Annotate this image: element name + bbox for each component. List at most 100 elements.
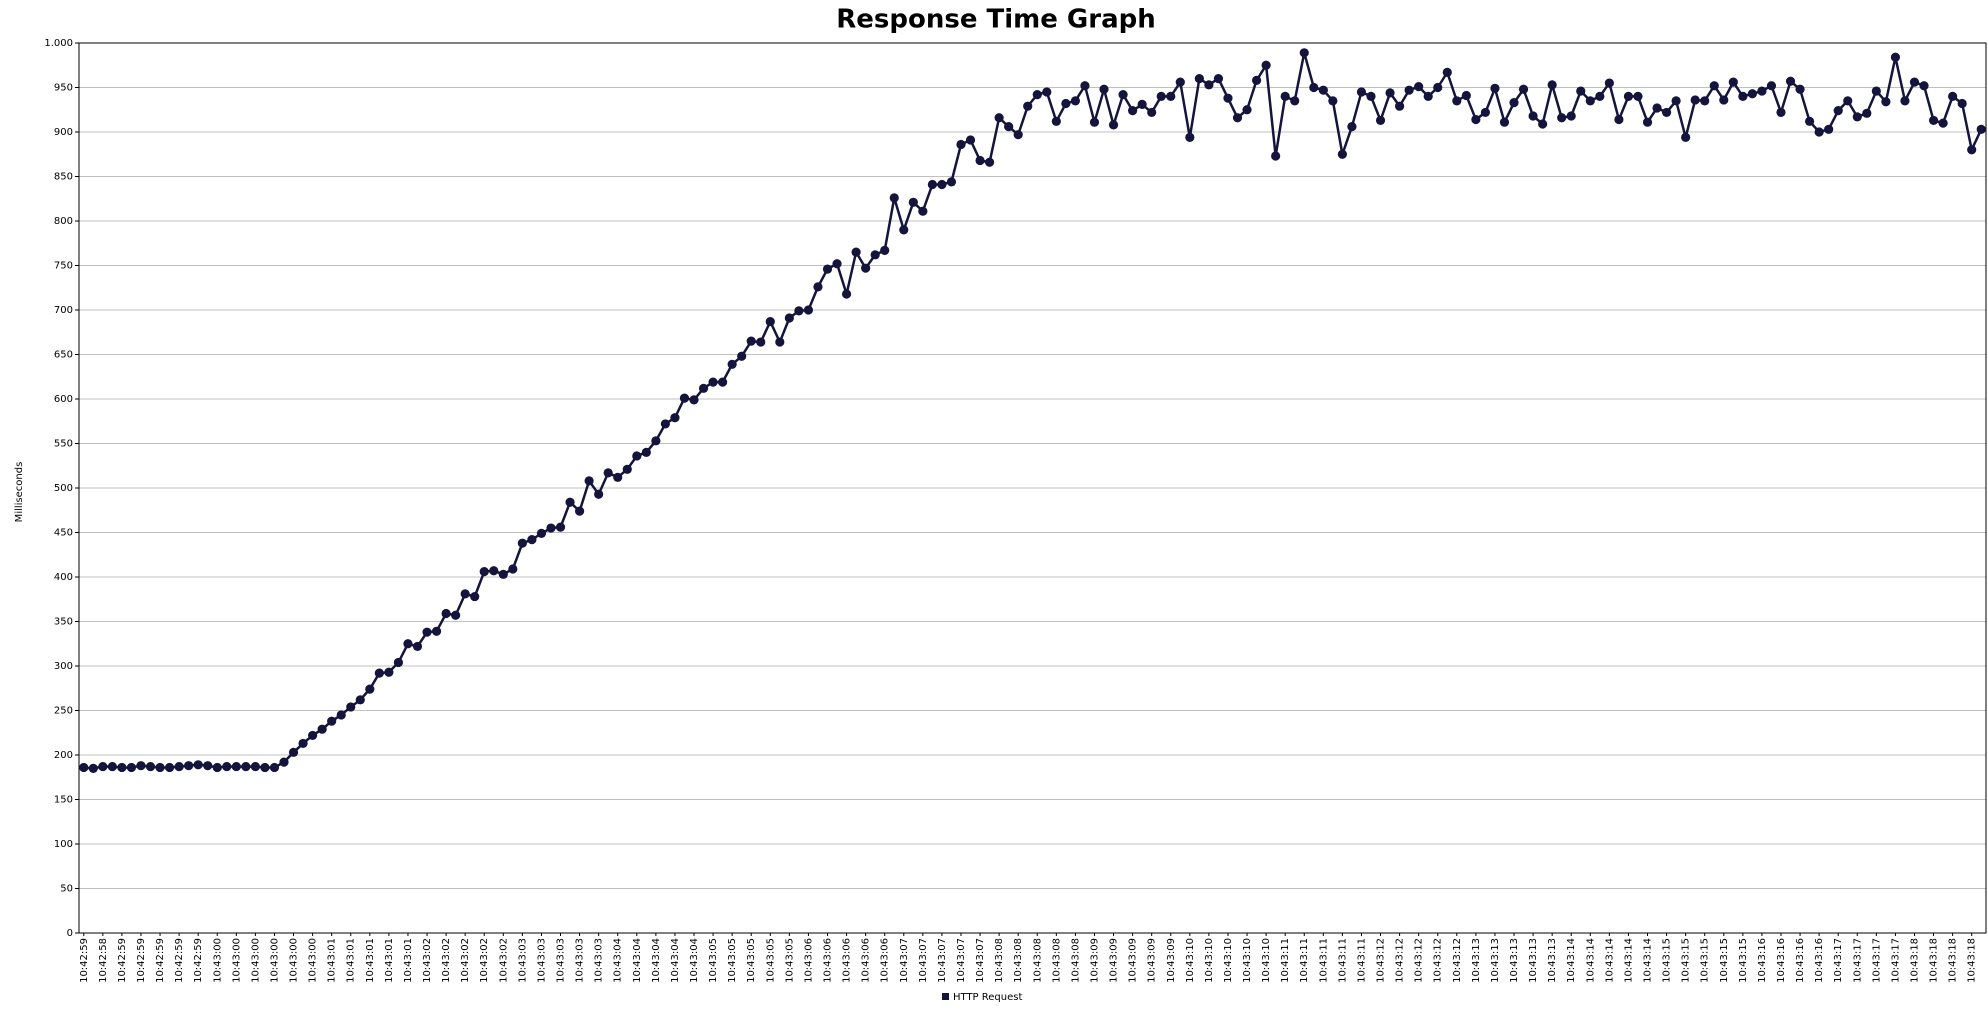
data-point xyxy=(784,313,794,323)
data-point xyxy=(441,608,451,619)
x-tick-label: 10:43:09 xyxy=(1166,938,1177,983)
data-point xyxy=(698,383,709,393)
x-tick-label: 10:43:17 xyxy=(1871,938,1882,983)
x-tick-label: 10:43:10 xyxy=(1223,938,1234,983)
x-tick-label: 10:43:08 xyxy=(1013,938,1024,983)
data-point xyxy=(908,197,918,207)
x-tick-label: 10:43:04 xyxy=(632,938,643,983)
data-point xyxy=(1833,106,1843,116)
data-point xyxy=(1890,52,1901,62)
data-point xyxy=(250,761,260,772)
data-point xyxy=(1147,107,1157,118)
data-point xyxy=(1442,67,1452,77)
data-point xyxy=(1070,96,1081,106)
data-point xyxy=(1433,82,1443,93)
data-point xyxy=(946,177,957,187)
data-point xyxy=(841,289,852,299)
x-tick-label: 10:43:10 xyxy=(1204,938,1215,983)
x-tick-label: 10:43:00 xyxy=(231,938,242,983)
data-point xyxy=(603,468,613,478)
data-point xyxy=(1661,107,1672,118)
data-point xyxy=(956,139,966,150)
data-point xyxy=(1156,91,1166,101)
x-tick-label: 10:43:02 xyxy=(498,938,509,983)
data-point xyxy=(794,306,804,316)
x-tick-label: 10:43:17 xyxy=(1890,938,1901,983)
data-point xyxy=(479,567,489,577)
y-tick-label: 750 xyxy=(54,261,73,272)
data-point xyxy=(756,337,766,347)
data-point xyxy=(660,419,671,429)
x-tick-label: 10:43:08 xyxy=(994,938,1005,983)
x-tick-label: 10:43:07 xyxy=(975,938,986,983)
x-tick-label: 10:43:14 xyxy=(1623,938,1634,983)
data-point xyxy=(632,451,642,461)
x-tick-label: 10:43:02 xyxy=(422,938,433,983)
data-point xyxy=(1251,75,1262,85)
data-point xyxy=(1518,84,1529,94)
data-point xyxy=(1013,130,1023,140)
x-tick-label: 10:43:15 xyxy=(1738,938,1749,983)
x-tick-label: 10:43:14 xyxy=(1585,938,1596,983)
x-tick-label: 10:43:15 xyxy=(1719,938,1730,983)
data-point xyxy=(412,641,423,652)
data-point xyxy=(403,639,413,649)
data-point xyxy=(1900,96,1910,106)
data-point xyxy=(737,351,747,361)
data-point xyxy=(298,738,308,749)
data-point xyxy=(1423,91,1433,101)
data-point xyxy=(508,564,518,574)
x-tick-label: 10:43:13 xyxy=(1547,938,1558,983)
x-tick-label: 10:43:03 xyxy=(536,938,547,983)
legend-swatch xyxy=(942,993,949,1000)
x-tick-label: 10:43:12 xyxy=(1452,938,1463,983)
x-tick-label: 10:43:10 xyxy=(1185,938,1196,983)
x-tick-label: 10:43:02 xyxy=(460,938,471,983)
x-tick-label: 10:43:08 xyxy=(1051,938,1062,983)
x-tick-label: 10:43:06 xyxy=(803,938,814,983)
data-point xyxy=(975,155,985,166)
x-tick-label: 10:42:59 xyxy=(193,938,204,983)
y-tick-label: 550 xyxy=(54,439,73,450)
y-tick-label: 850 xyxy=(54,172,73,183)
data-point xyxy=(1538,119,1548,129)
data-point xyxy=(1499,117,1510,127)
x-tick-label: 10:43:13 xyxy=(1509,938,1520,983)
x-tick-label: 10:43:14 xyxy=(1566,938,1577,983)
data-point xyxy=(126,762,137,773)
data-point xyxy=(1766,81,1777,91)
data-point xyxy=(1681,132,1691,142)
y-tick-label: 800 xyxy=(54,216,73,227)
y-tick-label: 150 xyxy=(54,795,73,806)
data-point xyxy=(1080,81,1090,91)
data-point xyxy=(317,724,327,734)
x-tick-label: 10:43:03 xyxy=(594,938,605,983)
data-point xyxy=(651,436,661,446)
data-point xyxy=(1089,117,1100,127)
x-tick-label: 10:43:06 xyxy=(861,938,872,983)
x-tick-label: 10:43:03 xyxy=(575,938,586,983)
data-point xyxy=(498,569,508,579)
data-point xyxy=(1795,84,1805,94)
x-tick-label: 10:43:11 xyxy=(1318,938,1329,983)
x-tick-label: 10:43:17 xyxy=(1833,938,1844,983)
data-point xyxy=(279,757,289,767)
x-tick-label: 10:42:58 xyxy=(98,938,109,983)
x-tick-label: 10:43:10 xyxy=(1242,938,1253,983)
data-point xyxy=(555,522,566,532)
data-point xyxy=(145,761,156,772)
data-point xyxy=(1557,113,1567,123)
x-tick-label: 10:43:16 xyxy=(1776,938,1787,983)
data-point xyxy=(1023,101,1033,111)
x-tick-label: 10:43:05 xyxy=(727,938,738,983)
x-tick-label: 10:42:59 xyxy=(117,938,128,983)
data-point xyxy=(832,259,842,269)
data-point xyxy=(470,591,480,602)
data-point xyxy=(708,377,718,387)
data-point xyxy=(1623,91,1634,101)
data-point xyxy=(1452,96,1462,106)
data-point xyxy=(79,762,89,773)
data-point xyxy=(1032,90,1042,100)
data-point xyxy=(1461,90,1471,101)
